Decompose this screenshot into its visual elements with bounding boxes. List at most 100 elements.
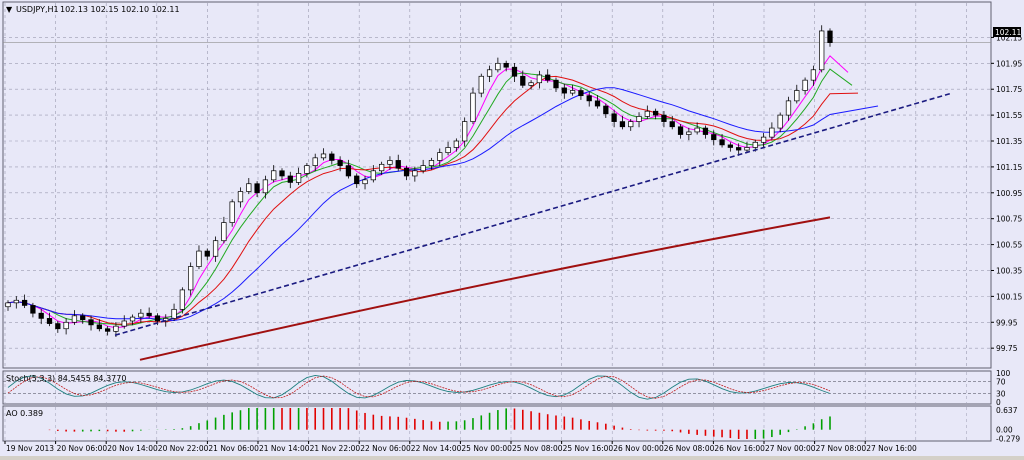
candle[interactable]: [669, 121, 675, 128]
candle[interactable]: [204, 250, 210, 257]
candles[interactable]: [5, 25, 833, 338]
candle[interactable]: [171, 308, 177, 319]
candle[interactable]: [188, 266, 194, 291]
candle[interactable]: [420, 165, 426, 172]
candle[interactable]: [495, 62, 501, 71]
candle[interactable]: [536, 74, 543, 84]
candle[interactable]: [196, 250, 202, 267]
candle[interactable]: [619, 121, 626, 128]
candle[interactable]: [594, 100, 601, 107]
candle[interactable]: [212, 240, 219, 257]
candle[interactable]: [379, 163, 385, 172]
candle[interactable]: [486, 69, 493, 77]
candle[interactable]: [827, 30, 833, 43]
candle[interactable]: [121, 320, 127, 327]
candle[interactable]: [370, 170, 376, 181]
candle[interactable]: [113, 325, 119, 332]
candle[interactable]: [653, 110, 659, 116]
candle[interactable]: [138, 312, 144, 318]
candle[interactable]: [727, 144, 733, 148]
candle[interactable]: [711, 134, 717, 141]
candle[interactable]: [810, 69, 817, 81]
candle[interactable]: [362, 179, 368, 185]
candle[interactable]: [295, 173, 302, 183]
candle[interactable]: [511, 66, 518, 77]
candle[interactable]: [578, 90, 584, 97]
candle[interactable]: [752, 141, 758, 148]
candle[interactable]: [395, 160, 401, 169]
candle[interactable]: [777, 114, 783, 129]
candle[interactable]: [387, 160, 393, 165]
candle[interactable]: [262, 179, 269, 194]
candle[interactable]: [154, 315, 161, 322]
candle[interactable]: [503, 62, 509, 68]
candle[interactable]: [545, 74, 551, 81]
candle[interactable]: [304, 165, 310, 174]
candle[interactable]: [354, 175, 360, 185]
candle[interactable]: [46, 318, 53, 324]
candle[interactable]: [271, 170, 277, 181]
candle[interactable]: [329, 153, 335, 161]
candle[interactable]: [769, 127, 775, 138]
candle[interactable]: [437, 152, 443, 161]
candle[interactable]: [129, 316, 136, 322]
candle[interactable]: [702, 127, 709, 135]
candle[interactable]: [644, 110, 650, 117]
candle[interactable]: [5, 302, 11, 308]
candle[interactable]: [628, 121, 634, 128]
candle[interactable]: [287, 175, 293, 183]
candle[interactable]: [603, 105, 609, 115]
candle[interactable]: [520, 75, 526, 86]
candle[interactable]: [229, 201, 235, 223]
candle[interactable]: [237, 191, 244, 203]
candle[interactable]: [569, 90, 576, 94]
candle[interactable]: [819, 30, 825, 71]
candle[interactable]: [254, 183, 260, 194]
candle[interactable]: [80, 315, 86, 321]
candle[interactable]: [561, 87, 567, 94]
candle[interactable]: [337, 160, 343, 166]
candle[interactable]: [760, 136, 767, 143]
candle[interactable]: [13, 299, 19, 304]
candle[interactable]: [96, 324, 102, 330]
candle[interactable]: [428, 160, 435, 166]
candle[interactable]: [21, 299, 28, 306]
candle[interactable]: [105, 328, 111, 332]
candle[interactable]: [320, 153, 327, 159]
trendline-group[interactable]: [114, 92, 953, 336]
candle[interactable]: [30, 305, 36, 314]
candle[interactable]: [694, 127, 700, 133]
candle[interactable]: [71, 315, 78, 323]
candle[interactable]: [736, 147, 742, 151]
candle[interactable]: [403, 167, 410, 177]
candle[interactable]: [636, 116, 642, 122]
candle[interactable]: [470, 92, 476, 122]
candle[interactable]: [719, 139, 725, 146]
candle[interactable]: [528, 82, 534, 86]
candle[interactable]: [88, 319, 94, 326]
candle[interactable]: [55, 323, 61, 330]
trendline[interactable]: [114, 92, 953, 336]
candle[interactable]: [63, 321, 69, 330]
candle[interactable]: [586, 95, 592, 102]
candle[interactable]: [179, 289, 185, 310]
candle[interactable]: [345, 165, 352, 177]
candle[interactable]: [412, 170, 418, 177]
candle[interactable]: [794, 90, 800, 102]
candle[interactable]: [453, 140, 459, 148]
candle[interactable]: [553, 79, 559, 89]
candle[interactable]: [279, 170, 285, 177]
candle[interactable]: [686, 131, 692, 135]
candle[interactable]: [462, 121, 468, 142]
candle[interactable]: [677, 126, 684, 135]
candle[interactable]: [478, 75, 484, 94]
candle[interactable]: [744, 147, 750, 151]
candle[interactable]: [312, 157, 318, 166]
candle[interactable]: [785, 100, 792, 116]
candle[interactable]: [611, 113, 617, 122]
candle[interactable]: [246, 183, 252, 192]
candle[interactable]: [221, 222, 227, 242]
candle[interactable]: [146, 312, 152, 317]
